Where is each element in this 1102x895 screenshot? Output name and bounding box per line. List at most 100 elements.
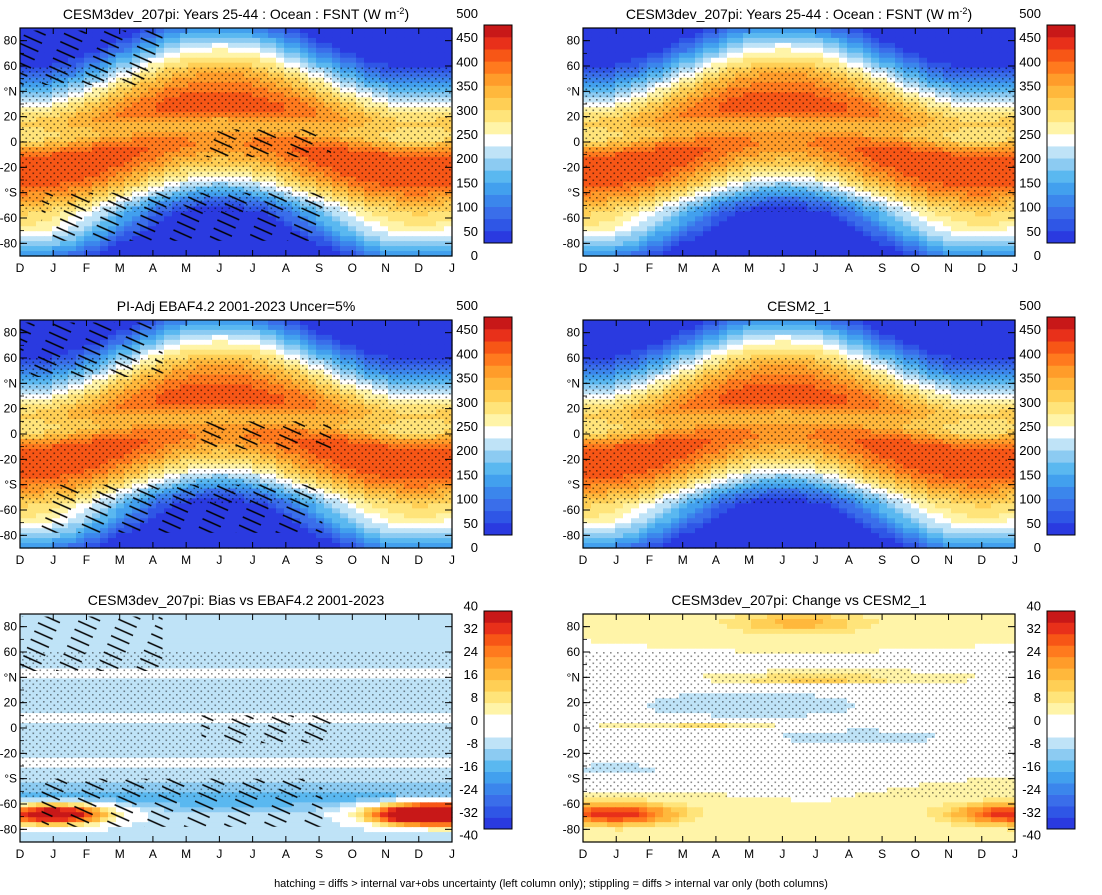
heatmap-cell bbox=[975, 33, 984, 39]
heatmap-cell bbox=[911, 48, 920, 54]
heatmap-cell bbox=[420, 216, 429, 222]
heatmap-cell bbox=[687, 211, 696, 217]
heatmap-cell bbox=[663, 236, 672, 242]
heatmap-cell bbox=[903, 48, 912, 54]
heatmap-cell bbox=[735, 211, 744, 217]
heatmap-cell bbox=[404, 33, 413, 39]
heatmap-cell bbox=[20, 241, 29, 247]
heatmap-cell bbox=[607, 216, 616, 222]
hatching-overlay-north bbox=[20, 31, 163, 85]
heatmap-cell bbox=[156, 241, 165, 247]
heatmap-cell bbox=[1007, 58, 1016, 64]
heatmap-cell bbox=[308, 53, 317, 59]
heatmap-cell bbox=[124, 246, 133, 252]
heatmap-cell bbox=[436, 221, 445, 227]
heatmap-cell bbox=[855, 28, 864, 34]
heatmap-cell bbox=[348, 231, 357, 237]
heatmap-cell bbox=[743, 58, 752, 64]
heatmap-cell bbox=[276, 58, 285, 64]
heatmap-cell bbox=[903, 231, 912, 237]
heatmap-cell bbox=[743, 43, 752, 49]
heatmap-cell bbox=[759, 48, 768, 54]
heatmap-cell bbox=[204, 38, 213, 44]
heatmap-cell bbox=[228, 241, 237, 247]
heatmap-cell bbox=[639, 38, 648, 44]
heatmap-cell bbox=[735, 43, 744, 49]
heatmap-cell bbox=[695, 241, 704, 247]
heatmap-cell bbox=[332, 241, 341, 247]
heatmap-cell bbox=[655, 216, 664, 222]
colorbar-swatch bbox=[484, 49, 512, 61]
heatmap-cell bbox=[807, 43, 816, 49]
heatmap-cell bbox=[871, 28, 880, 34]
heatmap-cell bbox=[727, 38, 736, 44]
colorbar-label: 250 bbox=[456, 127, 478, 142]
heatmap-cell bbox=[372, 221, 381, 227]
heatmap-cell bbox=[839, 48, 848, 54]
heatmap-cell bbox=[815, 226, 824, 232]
heatmap-cell bbox=[719, 48, 728, 54]
heatmap-cell bbox=[647, 33, 656, 39]
heatmap-cell bbox=[775, 216, 784, 222]
heatmap-cell bbox=[615, 241, 624, 247]
heatmap-cell bbox=[887, 216, 896, 222]
heatmap-cell bbox=[863, 221, 872, 227]
heatmap-cell bbox=[671, 236, 680, 242]
heatmap-cell bbox=[935, 38, 944, 44]
heatmap-cell bbox=[831, 28, 840, 34]
heatmap-cell bbox=[348, 236, 357, 242]
heatmap-cell bbox=[943, 216, 952, 222]
heatmap-cell bbox=[671, 241, 680, 247]
heatmap-cell bbox=[380, 241, 389, 247]
heatmap-cell bbox=[927, 38, 936, 44]
heatmap-cell bbox=[911, 53, 920, 59]
heatmap-cell bbox=[268, 53, 277, 59]
heatmap-cell bbox=[959, 58, 968, 64]
heatmap-cell bbox=[679, 48, 688, 54]
heatmap-cell bbox=[212, 43, 221, 49]
heatmap-cell bbox=[647, 28, 656, 34]
heatmap-cell bbox=[983, 28, 992, 34]
heatmap-cell bbox=[76, 241, 85, 247]
heatmap-cell bbox=[951, 221, 960, 227]
heatmap-cell bbox=[959, 48, 968, 54]
heatmap-cell bbox=[975, 53, 984, 59]
heatmap-cell bbox=[276, 43, 285, 49]
heatmap-cell bbox=[895, 216, 904, 222]
heatmap-cell bbox=[687, 53, 696, 59]
y-tick-label: °S bbox=[4, 186, 17, 200]
heatmap-cell bbox=[839, 58, 848, 64]
heatmap-cell bbox=[823, 58, 832, 64]
heatmap-cell bbox=[364, 246, 373, 252]
heatmap-cell bbox=[292, 58, 301, 64]
heatmap-cell bbox=[156, 246, 165, 252]
heatmap-cell bbox=[340, 53, 349, 59]
heatmap-cell bbox=[895, 221, 904, 227]
heatmap-cell bbox=[735, 33, 744, 39]
heatmap-cell bbox=[719, 33, 728, 39]
colorbar-swatch bbox=[484, 207, 512, 219]
heatmap-cell bbox=[799, 221, 808, 227]
heatmap-cell bbox=[388, 211, 397, 217]
heatmap-cell bbox=[687, 231, 696, 237]
heatmap-cell bbox=[420, 38, 429, 44]
heatmap-cell bbox=[268, 241, 277, 247]
heatmap-cell bbox=[831, 231, 840, 237]
heatmap-cell bbox=[268, 246, 277, 252]
heatmap-cell bbox=[591, 58, 600, 64]
heatmap-cell bbox=[428, 221, 437, 227]
heatmap-cell bbox=[655, 43, 664, 49]
heatmap-cell bbox=[679, 38, 688, 44]
heatmap-cell bbox=[903, 216, 912, 222]
heatmap-cell bbox=[671, 231, 680, 237]
heatmap-cell bbox=[204, 28, 213, 34]
heatmap-cell bbox=[252, 246, 261, 252]
heatmap-cell bbox=[815, 33, 824, 39]
heatmap-cell bbox=[959, 226, 968, 232]
x-tick-label: A bbox=[282, 261, 290, 275]
heatmap-cell bbox=[711, 236, 720, 242]
heatmap-cell bbox=[100, 241, 109, 247]
heatmap-cell bbox=[591, 38, 600, 44]
heatmap-cell bbox=[599, 48, 608, 54]
heatmap-cell bbox=[364, 28, 373, 34]
